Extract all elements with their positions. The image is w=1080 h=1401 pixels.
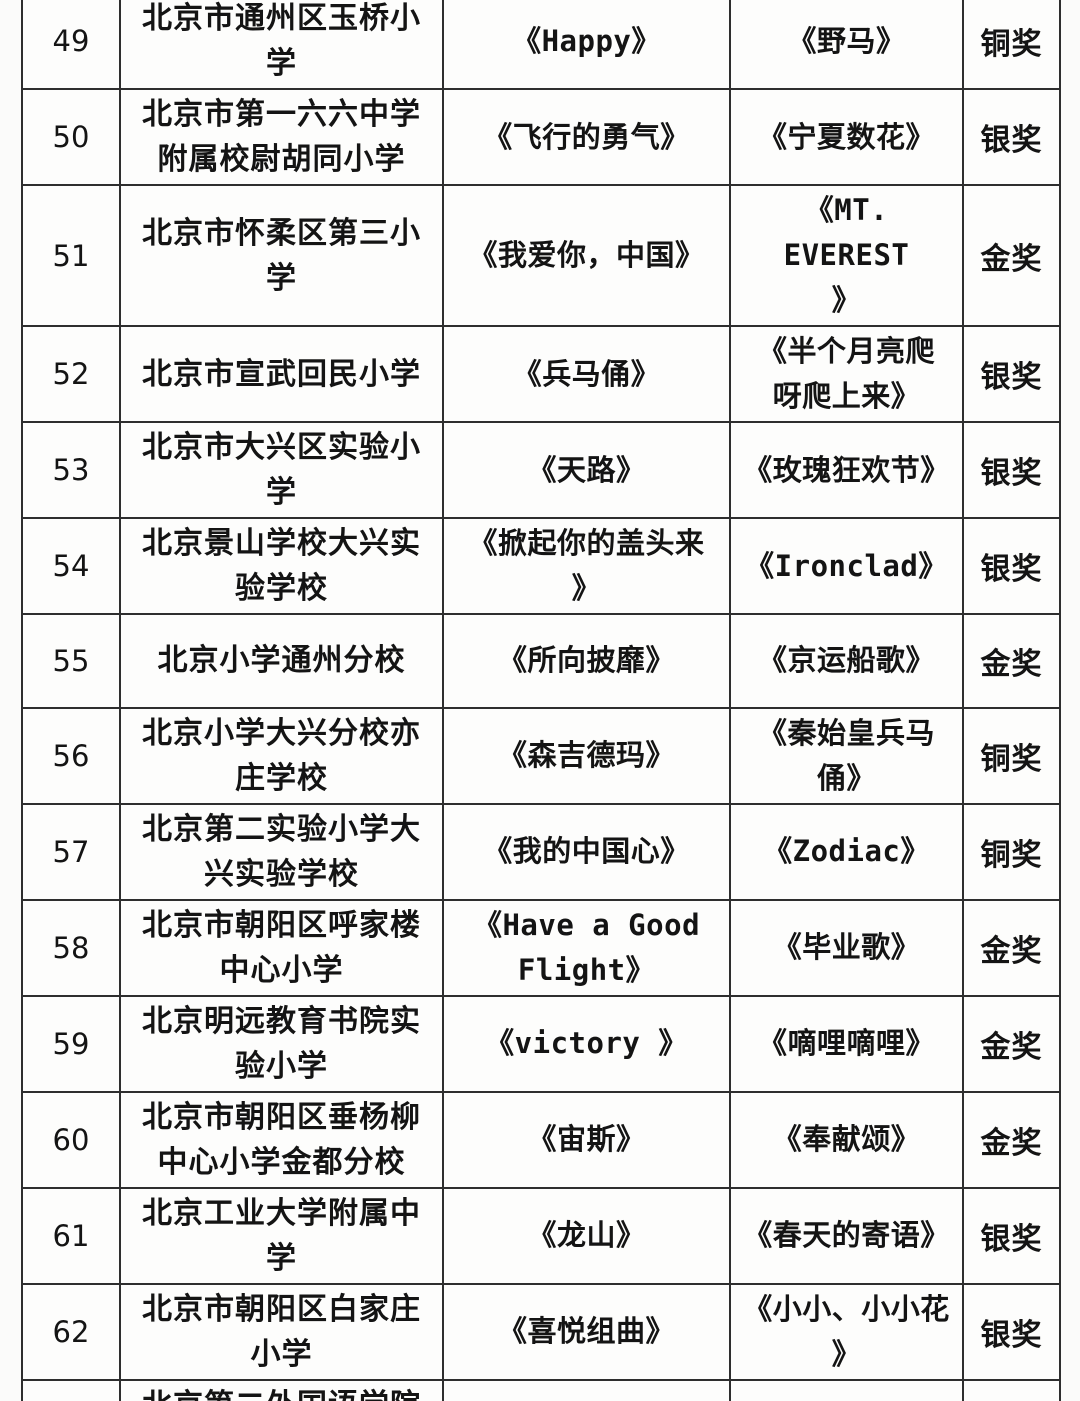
school-name: 北京市通州区玉桥小 学 [119,0,444,90]
song-title-2: 《宁夏数花》 [729,88,964,186]
school-name: 北京景山学校大兴实 验学校 [119,517,444,615]
song-title-2: 《MT. EVEREST 》 [729,184,964,327]
award-level: 银奖 [962,88,1061,186]
row-index: 58 [21,898,121,997]
school-name: 北京市第一六六中学 附属校尉胡同小学 [119,88,444,186]
row-index: 52 [21,325,121,423]
award-level: 银奖 [962,1186,1061,1285]
song-title-1: 《宙斯》 [442,1090,731,1189]
song-title-2: 《半个月亮爬 呀爬上来》 [729,325,964,423]
song-title-1: 《Happy》 [442,0,731,90]
school-name: 北京市朝阳区垂杨柳 中心小学金都分校 [119,1090,444,1189]
school-name: 北京市朝阳区白家庄 小学 [119,1282,444,1381]
row-index: 55 [21,613,121,709]
song-title-1: 《森吉德玛》 [442,706,731,805]
song-title-1: 《所向披靡》 [442,613,731,709]
song-title-1: 《珠穆朗玛》 [442,1378,731,1401]
row-index: 61 [21,1186,121,1285]
award-level: 金奖 [962,613,1061,709]
song-title-2: 《野马》 [729,0,964,90]
table-row: 63 北京第二外国语学院 附属小学 《珠穆朗玛》 《酒歌》 银奖 [21,1378,1061,1401]
song-title-2: 《秦始皇兵马 俑》 [729,706,964,805]
song-title-2: 《京运船歌》 [729,613,964,709]
row-index: 63 [21,1378,121,1401]
table-row: 61 北京工业大学附属中 学 《龙山》 《春天的寄语》 银奖 [21,1186,1061,1285]
song-title-1: 《龙山》 [442,1186,731,1285]
song-title-2: 《春天的寄语》 [729,1186,964,1285]
award-level: 铜奖 [962,802,1061,901]
row-index: 51 [21,184,121,327]
song-title-1: 《飞行的勇气》 [442,88,731,186]
song-title-1: 《我的中国心》 [442,802,731,901]
award-level: 金奖 [962,898,1061,997]
school-name: 北京市宣武回民小学 [119,325,444,423]
song-title-2: 《Zodiac》 [729,802,964,901]
school-name: 北京第二实验小学大 兴实验学校 [119,802,444,901]
table-row: 57 北京第二实验小学大 兴实验学校 《我的中国心》 《Zodiac》 铜奖 [21,802,1061,901]
school-name: 北京市朝阳区呼家楼 中心小学 [119,898,444,997]
table-row: 50 北京市第一六六中学 附属校尉胡同小学 《飞行的勇气》 《宁夏数花》 银奖 [21,88,1061,186]
table-row: 58 北京市朝阳区呼家楼 中心小学 《Have a Good Flight》 《… [21,898,1061,997]
row-index: 60 [21,1090,121,1189]
school-name: 北京第二外国语学院 附属小学 [119,1378,444,1401]
award-results-table: 49 北京市通州区玉桥小 学 《Happy》 《野马》 铜奖 50 北京市第一六… [21,0,1061,1401]
song-title-2: 《Ironclad》 [729,517,964,615]
award-level: 铜奖 [962,706,1061,805]
song-title-1: 《兵马俑》 [442,325,731,423]
table-row: 49 北京市通州区玉桥小 学 《Happy》 《野马》 铜奖 [21,0,1061,90]
school-name: 北京市大兴区实验小 学 [119,421,444,519]
table-row: 53 北京市大兴区实验小 学 《天路》 《玫瑰狂欢节》 银奖 [21,421,1061,519]
table-row: 59 北京明远教育书院实 验小学 《victory 》 《嘀哩嘀哩》 金奖 [21,994,1061,1093]
award-level: 银奖 [962,517,1061,615]
row-index: 50 [21,88,121,186]
table-row: 60 北京市朝阳区垂杨柳 中心小学金都分校 《宙斯》 《奉献颂》 金奖 [21,1090,1061,1189]
table-row: 54 北京景山学校大兴实 验学校 《掀起你的盖头来 》 《Ironclad》 银… [21,517,1061,615]
school-name: 北京小学通州分校 [119,613,444,709]
award-level: 银奖 [962,421,1061,519]
song-title-1: 《victory 》 [442,994,731,1093]
song-title-1: 《Have a Good Flight》 [442,898,731,997]
song-title-1: 《掀起你的盖头来 》 [442,517,731,615]
award-level: 银奖 [962,1282,1061,1381]
table-row: 62 北京市朝阳区白家庄 小学 《喜悦组曲》 《小小、小小花 》 银奖 [21,1282,1061,1381]
school-name: 北京市怀柔区第三小 学 [119,184,444,327]
song-title-1: 《我爱你，中国》 [442,184,731,327]
award-level: 银奖 [962,1378,1061,1401]
song-title-2: 《奉献颂》 [729,1090,964,1189]
row-index: 49 [21,0,121,90]
school-name: 北京工业大学附属中 学 [119,1186,444,1285]
award-level: 铜奖 [962,0,1061,90]
song-title-2: 《小小、小小花 》 [729,1282,964,1381]
song-title-2: 《毕业歌》 [729,898,964,997]
school-name: 北京小学大兴分校亦 庄学校 [119,706,444,805]
row-index: 59 [21,994,121,1093]
song-title-1: 《天路》 [442,421,731,519]
song-title-2: 《玫瑰狂欢节》 [729,421,964,519]
row-index: 57 [21,802,121,901]
table-row: 52 北京市宣武回民小学 《兵马俑》 《半个月亮爬 呀爬上来》 银奖 [21,325,1061,423]
row-index: 62 [21,1282,121,1381]
song-title-1: 《喜悦组曲》 [442,1282,731,1381]
school-name: 北京明远教育书院实 验小学 [119,994,444,1093]
row-index: 53 [21,421,121,519]
row-index: 54 [21,517,121,615]
award-level: 金奖 [962,184,1061,327]
song-title-2: 《嘀哩嘀哩》 [729,994,964,1093]
table-row: 55 北京小学通州分校 《所向披靡》 《京运船歌》 金奖 [21,613,1061,709]
award-level: 银奖 [962,325,1061,423]
song-title-2: 《酒歌》 [729,1378,964,1401]
award-level: 金奖 [962,1090,1061,1189]
award-level: 金奖 [962,994,1061,1093]
row-index: 56 [21,706,121,805]
table-row: 51 北京市怀柔区第三小 学 《我爱你，中国》 《MT. EVEREST 》 金… [21,184,1061,327]
table-row: 56 北京小学大兴分校亦 庄学校 《森吉德玛》 《秦始皇兵马 俑》 铜奖 [21,706,1061,805]
